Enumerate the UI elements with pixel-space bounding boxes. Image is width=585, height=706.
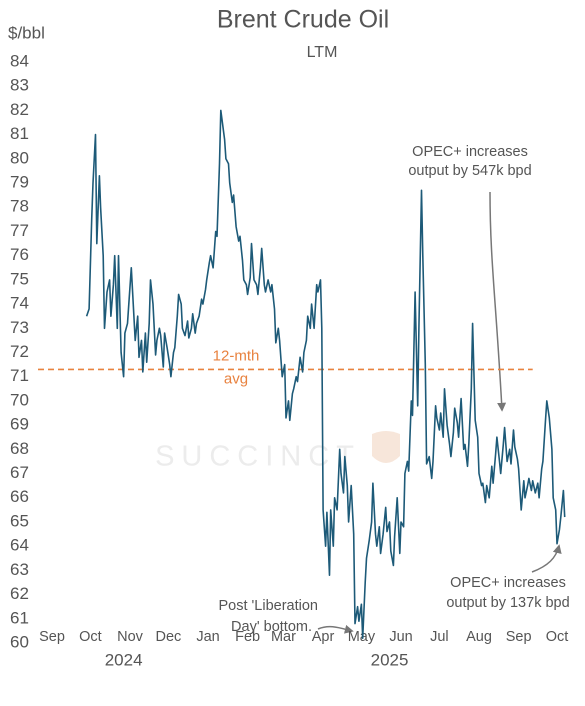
y-tick-label: 61: [10, 608, 29, 627]
reference-label: 12-mth: [213, 347, 260, 364]
y-tick-label: 82: [10, 100, 29, 119]
reference-label: avg: [224, 370, 248, 387]
chart-title: Brent Crude Oil: [217, 6, 389, 34]
y-axis-label: $/bbl: [8, 23, 45, 42]
annotation-arrow: [489, 191, 507, 412]
y-tick-label: 83: [10, 76, 29, 95]
y-tick-label: 64: [10, 536, 29, 555]
y-tick-label: 79: [10, 173, 29, 192]
y-tick-label: 66: [10, 487, 29, 506]
y-tick-label: 67: [10, 463, 29, 482]
annotation: Post 'Liberation: [219, 598, 319, 614]
y-tick-label: 68: [10, 439, 29, 458]
annotation: OPEC+ increases: [450, 575, 566, 591]
x-tick-label: Aug: [466, 629, 492, 645]
chart-subtitle: LTM: [307, 44, 338, 61]
y-tick-label: 63: [10, 560, 29, 579]
y-tick-label: 78: [10, 197, 29, 216]
line-series: [85, 109, 566, 639]
y-tick-label: 69: [10, 415, 29, 434]
annotation: output by 137k bpd: [446, 595, 569, 611]
annotation: OPEC+ increases: [412, 144, 528, 160]
y-tick-label: 81: [10, 124, 29, 143]
x-tick-label: Sep: [506, 629, 532, 645]
annotation-arrow: [317, 624, 354, 634]
x-tick-label: Mar: [271, 629, 296, 645]
annotation-arrow: [531, 544, 562, 573]
x-group-label: 2025: [371, 650, 409, 669]
y-tick-label: 71: [10, 366, 29, 385]
watermark-logo: [372, 431, 400, 463]
watermark: SUCCINCT: [155, 441, 361, 473]
x-tick-label: Jan: [196, 629, 219, 645]
x-tick-label: Oct: [546, 629, 569, 645]
y-tick-label: 74: [10, 294, 29, 313]
y-tick-label: 75: [10, 269, 29, 288]
y-tick-label: 76: [10, 245, 29, 264]
x-tick-label: May: [348, 629, 376, 645]
y-tick-label: 84: [10, 51, 29, 70]
x-tick-label: Dec: [155, 629, 181, 645]
x-tick-label: Apr: [312, 629, 335, 645]
x-tick-label: Oct: [79, 629, 102, 645]
y-tick-label: 73: [10, 318, 29, 337]
x-group-label: 2024: [105, 650, 143, 669]
x-tick-label: Jun: [389, 629, 412, 645]
y-tick-label: 62: [10, 584, 29, 603]
y-tick-label: 72: [10, 342, 29, 361]
annotation: output by 547k bpd: [408, 163, 531, 179]
y-tick-label: 70: [10, 390, 29, 409]
y-tick-label: 77: [10, 221, 29, 240]
x-tick-label: Sep: [39, 629, 65, 645]
x-tick-label: Feb: [235, 629, 260, 645]
x-tick-label: Jul: [430, 629, 449, 645]
annotation: Day' bottom.: [231, 619, 312, 635]
y-tick-label: 65: [10, 511, 29, 530]
x-tick-label: Nov: [117, 629, 144, 645]
y-tick-label: 60: [10, 632, 29, 651]
y-tick-label: 80: [10, 148, 29, 167]
